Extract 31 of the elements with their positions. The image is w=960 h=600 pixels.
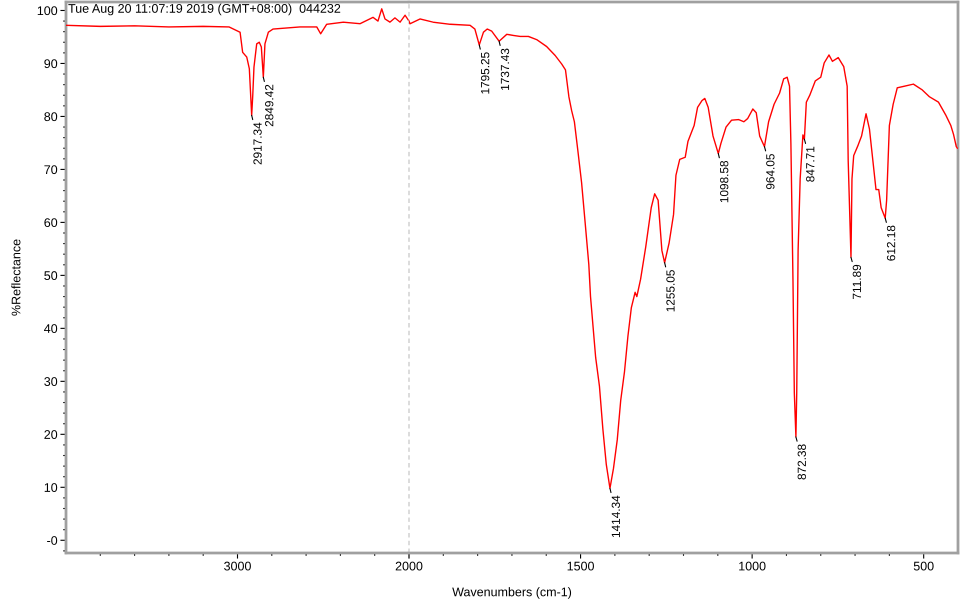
annotation: 1795.25 [480, 52, 490, 94]
y-tick-label: 10 [44, 483, 58, 492]
y-tick-label: 100 [38, 6, 58, 16]
y-tick-label: 40 [44, 324, 58, 334]
annotation: 1737.43 [500, 48, 510, 90]
x-tick-label: 2000 [396, 562, 422, 571]
x-tick-label: 1000 [739, 562, 766, 571]
annotation: 1098.58 [720, 160, 728, 202]
y-tick-label: 20 [44, 430, 58, 439]
chart-title: Tue Aug 20 11:07:19 2019 (GMT+08:00) 044232 [68, 4, 340, 16]
y-tick-label: 50 [44, 271, 58, 280]
y-tick-label: 60 [44, 218, 58, 228]
x-tick-label: 3000 [224, 562, 251, 571]
annotation: 711.89 [852, 264, 862, 299]
annotation: 2917.34 [253, 122, 262, 164]
y-tick-label: 70 [44, 165, 58, 174]
y-tick-label: -0 [47, 536, 58, 545]
y-tick-label: 30 [44, 377, 58, 386]
x-tick-label: 1500 [568, 562, 594, 571]
annotation: 1414.34 [612, 496, 620, 538]
annotation: 964.05 [766, 154, 775, 190]
x-tick-label: 500 [914, 562, 934, 571]
x-axis-title: Wavenumbers (cm-1) [452, 587, 572, 599]
annotation: 872.38 [798, 444, 806, 480]
y-tick-label: 90 [44, 59, 58, 68]
y-tick-label: 80 [44, 112, 58, 122]
annotation: 612.18 [886, 226, 896, 261]
y-axis-title: %Reflectance [11, 239, 20, 316]
annotation: 847.71 [806, 146, 814, 182]
annotation: 1255.05 [666, 270, 675, 312]
annotation: 2849.42 [265, 84, 274, 126]
